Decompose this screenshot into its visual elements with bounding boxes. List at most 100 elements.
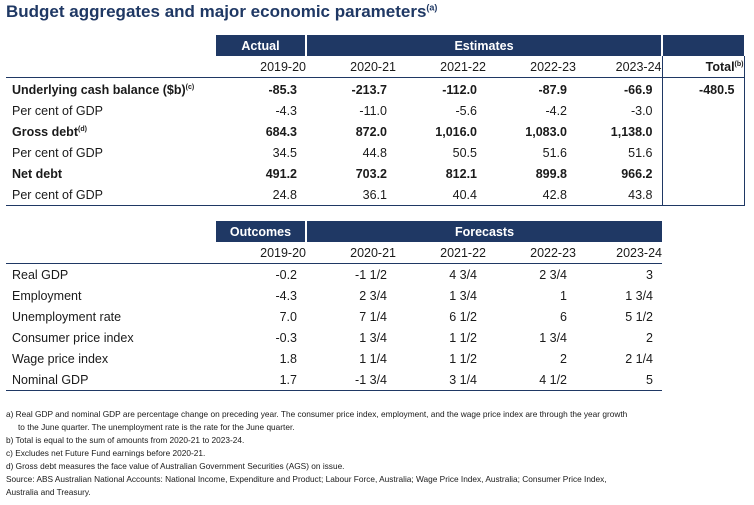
table-cell: 43.8 (576, 184, 662, 206)
table-cell: 1 3/4 (625, 288, 653, 303)
footnote-b: b) Total is equal to the sum of amounts … (6, 435, 245, 445)
table-cell: 4 1/2 (486, 369, 576, 391)
table-cell: 812.1 (445, 166, 477, 181)
table-cell: 6 (560, 309, 567, 324)
table-cell: 1 3/4 (539, 330, 567, 345)
footnote-c: c) Excludes net Future Fund earnings bef… (6, 448, 206, 458)
footnotes: a) Real GDP and nominal GDP are percenta… (6, 408, 748, 499)
table-cell: 1,138.0 (610, 124, 653, 139)
table-cell: 3 (646, 267, 653, 282)
year-header: 2023-24 (576, 56, 662, 78)
header-blank (6, 35, 216, 56)
total-cell (661, 163, 745, 184)
table-row: Employment -4.3 2 3/4 1 3/4 1 1 3/4 (6, 285, 662, 306)
row-label: Real GDP (12, 267, 69, 282)
table-cell: -213.7 (351, 82, 387, 97)
table-cell: -0.3 (275, 330, 297, 345)
table-cell: 40.4 (396, 184, 486, 206)
table-cell: 4 3/4 (449, 267, 477, 282)
table-cell: 1 1/4 (359, 351, 387, 366)
table-cell: 44.8 (362, 145, 387, 160)
footnote-a: a) Real GDP and nominal GDP are percenta… (6, 409, 628, 419)
row-label: Per cent of GDP (12, 145, 104, 160)
table-cell: 2 3/4 (359, 288, 387, 303)
year-header: 2019-20 (216, 56, 306, 78)
row-label: Unemployment rate (12, 309, 122, 324)
row-label: Per cent of GDP (6, 184, 216, 206)
year-header: 2022-23 (486, 242, 576, 264)
row-label: Consumer price index (12, 330, 134, 345)
table-cell: 2 (646, 330, 653, 345)
year-header: 2020-21 (306, 56, 396, 78)
header-estimates: Estimates (305, 35, 662, 56)
economic-parameters-table: Outcomes Forecasts 2019-20 2020-21 2021-… (6, 221, 662, 391)
total-header: Total(b) (661, 56, 745, 78)
row-label: Wage price index (12, 351, 109, 366)
year-header: 2023-24 (576, 242, 662, 264)
table-cell: 1.8 (279, 351, 297, 366)
year-header: 2021-22 (396, 242, 486, 264)
header-forecasts: Forecasts (305, 221, 662, 242)
row-label: Per cent of GDP (12, 103, 104, 118)
table-cell: 491.2 (265, 166, 297, 181)
year-header: 2021-22 (396, 56, 486, 78)
table-cell: 899.8 (535, 166, 567, 181)
table-cell: 703.2 (355, 166, 387, 181)
table-cell: -1 3/4 (306, 369, 396, 391)
table-cell: 966.2 (621, 166, 653, 181)
table-cell: 6 1/2 (449, 309, 477, 324)
row-label: Underlying cash balance ($b)(c) (12, 82, 195, 97)
table-cell: 1.7 (216, 369, 306, 391)
table-cell: 1 1/2 (449, 330, 477, 345)
table-cell: 1 1/2 (449, 351, 477, 366)
table-cell: 1 3/4 (359, 330, 387, 345)
title-footnote-ref: (a) (426, 2, 438, 13)
table-cell: 50.5 (452, 145, 477, 160)
table-cell: 2 1/4 (625, 351, 653, 366)
table-row: Per cent of GDP 24.8 36.1 40.4 42.8 43.8 (6, 184, 745, 206)
table-cell: 36.1 (306, 184, 396, 206)
footnote-a-continued: to the June quarter. The unemployment ra… (18, 422, 295, 432)
table-cell: -1 1/2 (355, 267, 387, 282)
table-cell: 2 3/4 (539, 267, 567, 282)
table-cell: 51.6 (542, 145, 567, 160)
table-cell: -5.6 (455, 103, 477, 118)
header-actual: Actual (216, 35, 306, 56)
table-cell: 7 1/4 (359, 309, 387, 324)
table-row: Unemployment rate 7.0 7 1/4 6 1/2 6 5 1/… (6, 306, 662, 327)
table-cell: -4.2 (545, 103, 567, 118)
table-row: Per cent of GDP -4.3 -11.0 -5.6 -4.2 -3.… (6, 100, 745, 121)
table-cell: 3 1/4 (396, 369, 486, 391)
budget-aggregates-table: Actual Estimates 2019-20 2020-21 2021-22… (6, 35, 745, 206)
table-cell: -11.0 (359, 103, 387, 118)
table-row: Wage price index 1.8 1 1/4 1 1/2 2 2 1/4 (6, 348, 662, 369)
table-row: Underlying cash balance ($b)(c) -85.3 -2… (6, 77, 745, 100)
table-cell: 1 3/4 (449, 288, 477, 303)
year-header: 2020-21 (306, 242, 396, 264)
row-label: Net debt (12, 166, 62, 181)
table-cell: 684.3 (265, 124, 297, 139)
total-cell (661, 184, 745, 206)
total-cell (661, 100, 745, 121)
table-row: Net debt 491.2 703.2 812.1 899.8 966.2 (6, 163, 745, 184)
table-cell: 34.5 (272, 145, 297, 160)
table-cell: 872.0 (355, 124, 387, 139)
table-cell: -4.3 (275, 103, 297, 118)
table-cell: -87.9 (538, 82, 568, 97)
total-cell (661, 142, 745, 163)
table-cell: -3.0 (630, 103, 653, 118)
source-note-continued: Australia and Treasury. (6, 487, 91, 497)
footnote-d: d) Gross debt measures the face value of… (6, 461, 345, 471)
row-label: Nominal GDP (6, 369, 216, 391)
header-outcomes: Outcomes (216, 221, 306, 242)
year-header: 2022-23 (486, 56, 576, 78)
table-row: Gross debt(d) 684.3 872.0 1,016.0 1,083.… (6, 121, 745, 142)
table-row: Per cent of GDP 34.5 44.8 50.5 51.6 51.6 (6, 142, 745, 163)
table-cell: -0.2 (275, 267, 297, 282)
row-label: Gross debt(d) (12, 124, 87, 139)
table-cell: 1,083.0 (525, 124, 567, 139)
table-row: Consumer price index -0.3 1 3/4 1 1/2 1 … (6, 327, 662, 348)
page-title: Budget aggregates and major economic par… (6, 2, 438, 21)
header-total-blank (661, 35, 744, 56)
total-cell (661, 121, 745, 142)
